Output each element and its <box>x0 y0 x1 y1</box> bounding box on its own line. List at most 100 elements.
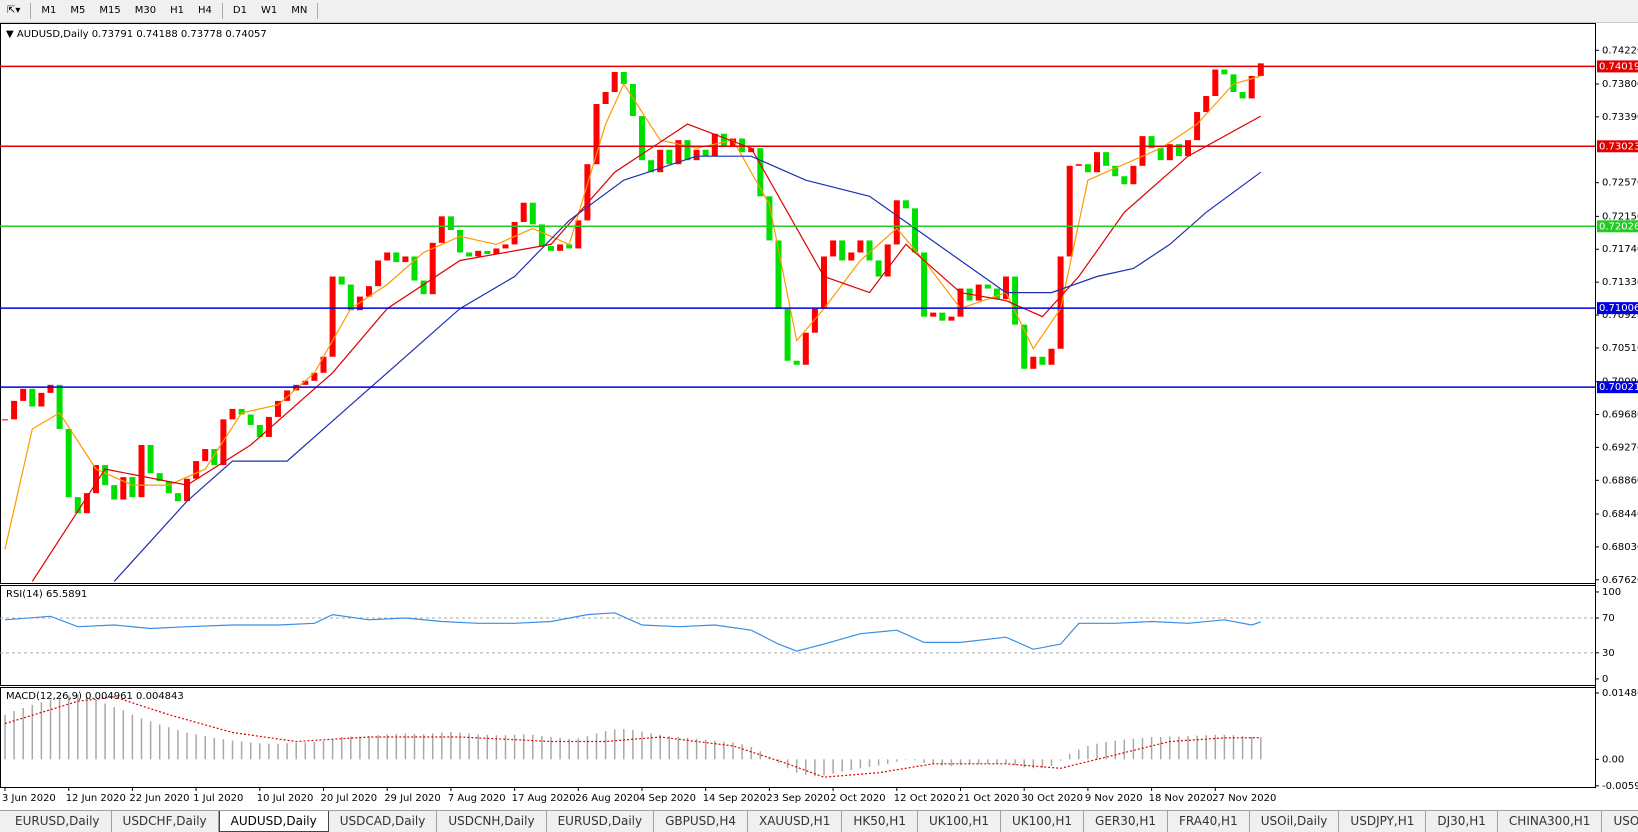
x-tick-label: 7 Aug 2020 <box>448 793 506 804</box>
period-button[interactable]: MN <box>291 5 308 16</box>
candle <box>857 240 864 253</box>
candle <box>1203 96 1210 113</box>
chart-tab[interactable]: USDCHF,Daily <box>112 811 219 832</box>
candle <box>56 384 63 429</box>
moving-average <box>31 115 1262 582</box>
chart-tab[interactable]: XAUUSD,H1 <box>748 811 843 832</box>
cursor-tool[interactable]: ⇱▾ <box>7 5 21 16</box>
candle <box>821 256 827 309</box>
indicator-value: 0.004843 <box>136 691 184 702</box>
candle <box>675 140 682 165</box>
candle <box>475 250 482 257</box>
candle <box>156 473 163 482</box>
candle <box>211 449 218 466</box>
chart-tab[interactable]: CHINA300,H1 <box>1498 811 1603 832</box>
period-button[interactable]: H1 <box>170 5 185 16</box>
indicator-value: 65.5891 <box>46 589 87 600</box>
candle <box>457 229 463 253</box>
period-button[interactable]: M30 <box>134 5 157 16</box>
candle <box>138 445 145 498</box>
candle <box>902 200 909 209</box>
chart-title: AUDUSD,Daily <box>17 29 89 40</box>
candle <box>584 164 591 221</box>
candle <box>1185 140 1191 157</box>
chart-tab[interactable]: UK100,H1 <box>918 811 1001 832</box>
x-tick-label: 12 Oct 2020 <box>894 793 956 804</box>
candle <box>1021 324 1028 369</box>
candle <box>20 388 27 401</box>
candle <box>620 71 627 84</box>
candle <box>1212 69 1219 97</box>
candle <box>957 288 964 317</box>
candle <box>629 83 636 117</box>
candle <box>229 408 236 420</box>
candle <box>74 497 81 514</box>
candle <box>893 200 900 245</box>
chart-tab[interactable]: EURUSD,Daily <box>4 811 112 832</box>
chart-tab[interactable]: USDJPY,H1 <box>1339 811 1427 832</box>
candle <box>193 461 200 479</box>
candle <box>466 252 473 257</box>
candle <box>384 252 391 261</box>
y-tick-label: 0 <box>1602 674 1608 685</box>
chart-tab[interactable]: USOil,Daily <box>1250 811 1340 832</box>
signal-line <box>4 696 1261 778</box>
candle <box>684 140 691 161</box>
indicator-line <box>4 612 1261 652</box>
candle <box>921 252 928 317</box>
chart-tab[interactable]: GER30,H1 <box>1084 811 1168 832</box>
candle <box>366 286 372 297</box>
chart-tab[interactable]: USOil,H1 <box>1602 811 1638 832</box>
chart-tab[interactable]: USDCNH,Daily <box>437 811 547 832</box>
period-button[interactable]: M5 <box>70 5 86 16</box>
candle <box>948 316 955 321</box>
candle <box>202 449 209 462</box>
chart-tab[interactable]: DJ30,H1 <box>1426 811 1498 832</box>
candle <box>1103 152 1110 166</box>
chart-tab[interactable]: USDCAD,Daily <box>329 811 438 832</box>
candle <box>393 252 400 263</box>
x-tick-label: 1 Jul 2020 <box>193 793 243 804</box>
candle <box>165 481 172 494</box>
candle <box>830 240 837 257</box>
candle <box>411 256 418 281</box>
period-button[interactable]: M15 <box>99 5 121 16</box>
x-tick-label: 20 Jul 2020 <box>321 793 378 804</box>
candle <box>493 248 500 255</box>
candle <box>302 380 309 385</box>
candle <box>238 408 245 415</box>
candle <box>47 384 54 393</box>
candle <box>1012 276 1019 325</box>
ohlc-value: 0.74188 <box>136 29 177 40</box>
period-button[interactable]: D1 <box>232 5 247 16</box>
chart-tab[interactable]: UK100,H1 <box>1001 811 1085 832</box>
candle <box>29 388 36 407</box>
chart-tab[interactable]: FRA40,H1 <box>1168 811 1250 832</box>
candle <box>1084 164 1091 173</box>
chart-tab[interactable]: AUDUSD,Daily <box>218 811 329 832</box>
candle <box>256 424 263 437</box>
candle <box>375 260 382 287</box>
level-label: 0.73023 <box>1599 141 1638 152</box>
candle <box>265 416 272 437</box>
level-tag <box>1597 60 1638 73</box>
chart-tab[interactable]: HK50,H1 <box>842 811 918 832</box>
level-tag <box>1597 302 1638 315</box>
period-button[interactable]: H4 <box>198 5 212 16</box>
chart-tab[interactable]: GBPUSD,H4 <box>654 811 748 832</box>
period-button[interactable]: W1 <box>260 5 278 16</box>
candle <box>575 220 582 249</box>
candle <box>602 91 609 105</box>
candle <box>548 246 554 251</box>
period-button[interactable]: M1 <box>41 5 57 16</box>
level-label: 0.70021 <box>1599 382 1638 393</box>
chart-tab[interactable]: EURUSD,Daily <box>547 811 655 832</box>
x-tick-label: 12 Jun 2020 <box>66 793 126 804</box>
ohlc-value: 0.73778 <box>181 29 222 40</box>
candle <box>38 392 45 407</box>
level-label: 0.71006 <box>1599 303 1638 314</box>
candle <box>320 356 327 373</box>
